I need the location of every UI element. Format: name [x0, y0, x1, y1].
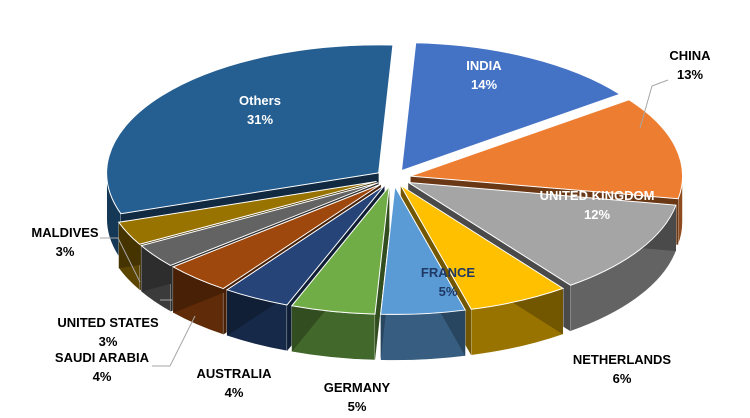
slice-label-united-kingdom: UNITED KINGDOM: [540, 188, 655, 203]
slice-label-maldives: MALDIVES: [31, 225, 99, 240]
slice-china: [410, 99, 683, 200]
slice-label-china: CHINA: [669, 48, 711, 63]
slice-label-australia: AUSTRALIA: [196, 366, 272, 381]
leader-line-maldives: [100, 237, 141, 283]
slice-value-china: 13%: [677, 67, 703, 82]
slice-label-saudi-arabia: SAUDI ARABIA: [55, 350, 150, 365]
leader-line-saudi-arabia: [152, 315, 196, 367]
slice-value-netherlands: 6%: [613, 371, 632, 386]
slice-india: [400, 42, 622, 172]
slice-value-germany: 5%: [348, 399, 367, 414]
slice-label-india: INDIA: [466, 58, 502, 73]
slice-value-saudi-arabia: 4%: [93, 369, 112, 384]
slice-label-others: Others: [239, 93, 281, 108]
slice-united-kingdom: [408, 181, 677, 286]
slice-label-netherlands: NETHERLANDS: [573, 352, 672, 367]
slice-label-germany: GERMANY: [324, 380, 391, 395]
slice-value-maldives: 3%: [56, 244, 75, 259]
slice-maldives: [117, 180, 377, 245]
slice-value-united-kingdom: 12%: [584, 207, 610, 222]
slice-others: [106, 44, 394, 215]
slice-united-states: [140, 182, 379, 267]
slice-value-india: 14%: [471, 77, 497, 92]
slice-value-others: 31%: [247, 112, 273, 127]
slice-netherlands: [400, 185, 565, 310]
leader-line-china: [639, 79, 669, 129]
slice-australia: [225, 185, 385, 306]
slice-value-australia: 4%: [225, 385, 244, 400]
slice-france: [380, 184, 467, 315]
slice-value-united-states: 3%: [99, 334, 118, 349]
slice-saudi-arabia: [171, 183, 382, 290]
slice-label-france: FRANCE: [421, 265, 475, 280]
slice-label-united-states: UNITED STATES: [57, 315, 159, 330]
labels-layer: INDIA 14% CHINA 13% UNITED KINGDOM 12% NETHERL…: [31, 48, 711, 414]
slice-germany: [290, 184, 390, 315]
slice-tops-layer: [106, 42, 683, 315]
slice-value-france: 5%: [439, 284, 458, 299]
leader-lines-layer: [100, 79, 669, 367]
